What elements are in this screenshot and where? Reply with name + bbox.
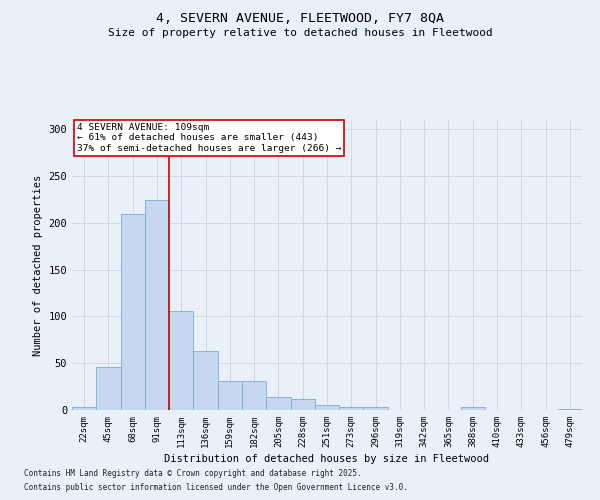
Bar [242, 381, 266, 410]
Bar [290, 399, 315, 410]
Bar [96, 367, 121, 410]
Bar [364, 407, 388, 410]
Bar [315, 406, 339, 410]
Text: 4, SEVERN AVENUE, FLEETWOOD, FY7 8QA: 4, SEVERN AVENUE, FLEETWOOD, FY7 8QA [156, 12, 444, 26]
Text: Contains public sector information licensed under the Open Government Licence v3: Contains public sector information licen… [24, 484, 408, 492]
Text: Contains HM Land Registry data © Crown copyright and database right 2025.: Contains HM Land Registry data © Crown c… [24, 468, 362, 477]
Bar [72, 407, 96, 410]
Text: Size of property relative to detached houses in Fleetwood: Size of property relative to detached ho… [107, 28, 493, 38]
Bar [145, 200, 169, 410]
Bar [218, 381, 242, 410]
Bar [339, 407, 364, 410]
X-axis label: Distribution of detached houses by size in Fleetwood: Distribution of detached houses by size … [164, 454, 490, 464]
Y-axis label: Number of detached properties: Number of detached properties [33, 174, 43, 356]
Bar [169, 311, 193, 410]
Bar [461, 407, 485, 410]
Text: 4 SEVERN AVENUE: 109sqm
← 61% of detached houses are smaller (443)
37% of semi-d: 4 SEVERN AVENUE: 109sqm ← 61% of detache… [77, 123, 341, 152]
Bar [558, 409, 582, 410]
Bar [193, 351, 218, 410]
Bar [121, 214, 145, 410]
Bar [266, 397, 290, 410]
